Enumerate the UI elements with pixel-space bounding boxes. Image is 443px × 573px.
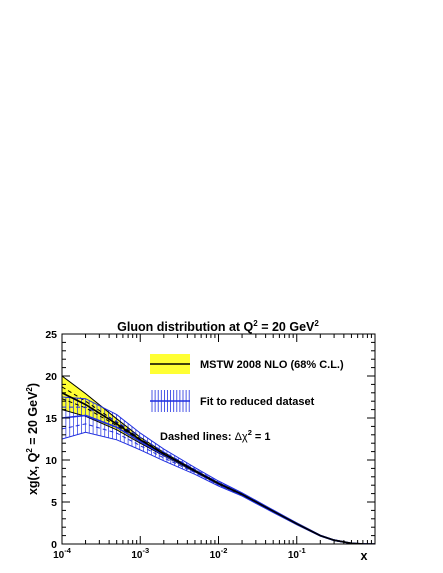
x-tick-label: 10-2	[210, 546, 228, 561]
x-ticks: 10-4 10-3 10-2 10-1	[53, 334, 372, 561]
legend: MSTW 2008 NLO (68% C.L.) Fit to reduced …	[150, 354, 344, 443]
legend-entry-fit: Fit to reduced dataset	[200, 396, 315, 408]
legend-note: Dashed lines: Δχ2 = 1	[160, 428, 271, 443]
x-axis-label: x	[361, 549, 368, 563]
x-tick-label: 10-1	[288, 546, 306, 561]
y-tick-label: 20	[45, 371, 57, 383]
y-tick-label: 0	[51, 539, 57, 551]
y-axis-label: xg(x, Q2 = 20 GeV2)	[25, 383, 40, 495]
legend-entry-mstw: MSTW 2008 NLO (68% C.L.)	[200, 359, 344, 371]
y-ticks: 0 5 10 15 20 25	[45, 329, 375, 551]
y-tick-label: 15	[45, 413, 57, 425]
chart-title: Gluon distribution at Q2 = 20 GeV2	[117, 319, 319, 334]
x-tick-label: 10-4	[53, 546, 72, 561]
y-tick-label: 10	[45, 455, 57, 467]
legend-swatch-fit	[150, 390, 190, 412]
y-tick-label: 5	[51, 497, 57, 509]
mstw-central-line	[62, 392, 375, 544]
fit-lower-line	[62, 431, 375, 544]
y-tick-label: 25	[45, 329, 57, 341]
curves-layer	[62, 375, 375, 544]
x-tick-label: 10-3	[131, 546, 149, 561]
